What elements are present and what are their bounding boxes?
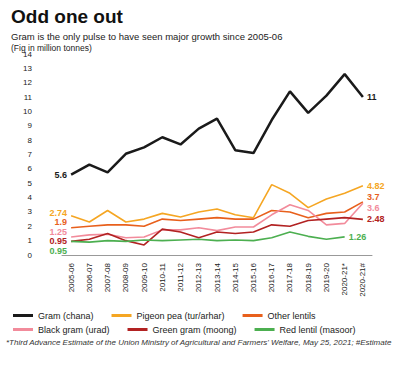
svg-text:2.48: 2.48	[367, 214, 385, 224]
svg-text:Black gram (urad): Black gram (urad)	[38, 325, 110, 335]
svg-text:10: 10	[23, 107, 32, 116]
svg-text:2014-15: 2014-15	[231, 262, 240, 292]
svg-text:5: 5	[28, 179, 33, 188]
svg-text:8: 8	[28, 136, 33, 145]
svg-text:2016-17: 2016-17	[267, 262, 276, 292]
svg-text:2.74: 2.74	[49, 207, 68, 218]
svg-text:11: 11	[24, 93, 33, 102]
svg-text:2011-12: 2011-12	[176, 262, 185, 291]
svg-text:2019-20: 2019-20	[322, 262, 331, 292]
svg-text:2009-10: 2009-10	[140, 262, 149, 292]
svg-text:2020-21*: 2020-21*	[340, 263, 349, 295]
svg-text:6: 6	[28, 164, 33, 173]
svg-text:0.95: 0.95	[50, 236, 68, 246]
svg-text:2007-08: 2007-08	[103, 262, 112, 292]
svg-text:11: 11	[367, 92, 377, 102]
svg-text:2013-14: 2013-14	[213, 262, 222, 292]
svg-text:2012-13: 2012-13	[194, 262, 203, 292]
svg-text:3: 3	[28, 207, 33, 216]
svg-text:13: 13	[23, 64, 32, 73]
svg-text:2017-18: 2017-18	[285, 262, 294, 292]
svg-text:2: 2	[28, 222, 33, 231]
svg-text:2018-19: 2018-19	[304, 262, 313, 292]
svg-text:1: 1	[28, 236, 33, 245]
svg-text:5.6: 5.6	[55, 170, 68, 180]
svg-text:2005-06: 2005-06	[67, 262, 76, 292]
svg-text:Green gram (moong): Green gram (moong)	[153, 325, 237, 335]
svg-text:1.26: 1.26	[349, 232, 367, 242]
svg-text:7: 7	[28, 150, 33, 159]
svg-text:12: 12	[23, 78, 32, 87]
svg-text:9: 9	[28, 121, 33, 130]
svg-text:4: 4	[28, 193, 33, 202]
svg-text:3.7: 3.7	[367, 192, 380, 202]
svg-text:Other lentils: Other lentils	[268, 311, 317, 321]
svg-text:*Third Advance Estimate of the: *Third Advance Estimate of the Union Min…	[6, 338, 392, 347]
svg-text:(Fig in million tonnes): (Fig in million tonnes)	[11, 43, 92, 53]
svg-text:2020-21#: 2020-21#	[358, 262, 367, 296]
svg-text:14: 14	[23, 49, 32, 59]
svg-text:2015-16: 2015-16	[249, 262, 258, 292]
svg-text:1.9: 1.9	[55, 217, 68, 227]
svg-text:1.25: 1.25	[49, 227, 68, 238]
svg-text:2010-11: 2010-11	[158, 262, 167, 291]
svg-text:0: 0	[28, 251, 33, 260]
svg-text:3.6: 3.6	[367, 203, 380, 213]
svg-text:Pigeon pea (tur/arhar): Pigeon pea (tur/arhar)	[137, 311, 225, 321]
svg-text:2006-07: 2006-07	[85, 262, 94, 292]
svg-text:Gram (chana): Gram (chana)	[38, 311, 94, 321]
svg-text:Odd one out: Odd one out	[11, 6, 124, 27]
svg-text:Gram is the only pulse to have: Gram is the only pulse to have seen majo…	[11, 31, 282, 42]
svg-text:0.95: 0.95	[50, 246, 68, 256]
svg-text:2008-09: 2008-09	[121, 262, 130, 292]
svg-text:Red lentil (masoor): Red lentil (masoor)	[280, 325, 356, 335]
svg-text:4.82: 4.82	[367, 181, 385, 191]
